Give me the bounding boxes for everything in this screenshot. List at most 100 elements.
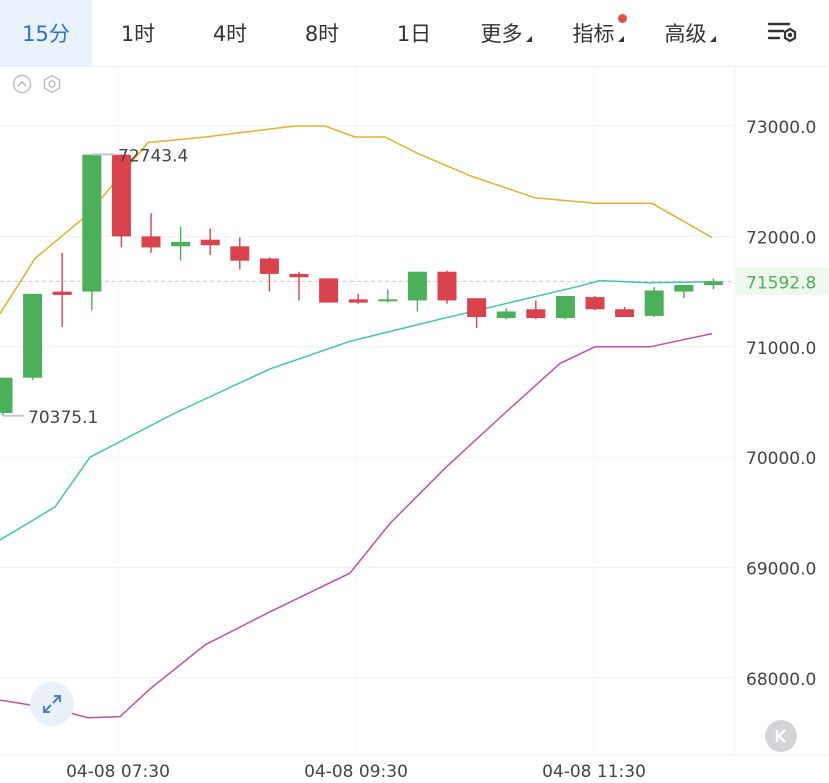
price-tick-label: 68000.0 bbox=[746, 670, 816, 690]
candle bbox=[585, 296, 605, 311]
candle bbox=[289, 271, 309, 301]
candle-body bbox=[141, 236, 161, 248]
current-price-label: 71592.8 bbox=[746, 273, 816, 293]
tab-indicators[interactable]: 指标 bbox=[552, 0, 644, 66]
tab-label: 指标 bbox=[572, 22, 615, 46]
candle-body bbox=[407, 271, 427, 301]
candle-body bbox=[615, 309, 635, 317]
candle-body bbox=[644, 290, 664, 316]
candle-body bbox=[171, 241, 191, 247]
time-tick-label: 04-08 07:30 bbox=[66, 762, 170, 782]
candle bbox=[141, 213, 161, 253]
dropdown-corner-icon bbox=[617, 36, 624, 42]
candle-body bbox=[348, 299, 368, 303]
notification-badge bbox=[618, 14, 627, 23]
candle-body bbox=[467, 298, 487, 317]
chevron-up-icon[interactable] bbox=[12, 74, 32, 94]
tab-label: 15分 bbox=[22, 22, 70, 46]
candle bbox=[467, 298, 487, 329]
dropdown-corner-icon bbox=[709, 36, 716, 42]
candle-body bbox=[230, 246, 250, 261]
tab-label: 更多 bbox=[480, 22, 523, 46]
candle-body bbox=[82, 154, 102, 292]
chart-settings-icon bbox=[767, 22, 797, 43]
candle bbox=[200, 228, 220, 256]
candle bbox=[674, 284, 694, 299]
skip-back-icon bbox=[775, 729, 786, 743]
price-tick-label: 72000.0 bbox=[746, 228, 816, 248]
candle-body bbox=[289, 273, 309, 278]
price-tick-label: 71000.0 bbox=[746, 339, 816, 359]
candle-body bbox=[526, 309, 546, 319]
candle-body bbox=[319, 278, 339, 303]
timeframe-tabbar: 15分 1时 4时 8时 1日 更多 指标 高级 bbox=[0, 0, 829, 67]
candlestick-chart[interactable]: 72743.4 70375.1 73000.0 72000.0 71000.0 7000… bbox=[0, 67, 829, 783]
scroll-to-latest-button[interactable] bbox=[765, 720, 797, 752]
candle bbox=[378, 289, 398, 303]
bollinger-bands bbox=[0, 125, 713, 719]
chart-grid bbox=[0, 67, 829, 756]
candle bbox=[407, 271, 427, 312]
tab-advanced[interactable]: 高级 bbox=[644, 0, 736, 66]
candle bbox=[52, 252, 72, 327]
candle-body bbox=[496, 311, 516, 319]
candle-body bbox=[200, 239, 220, 246]
tab-label: 1时 bbox=[120, 22, 156, 46]
price-tick-label: 70000.0 bbox=[746, 449, 816, 469]
tab-more[interactable]: 更多 bbox=[460, 0, 552, 66]
candle bbox=[644, 287, 664, 317]
candle bbox=[703, 278, 723, 290]
expand-chart-button[interactable] bbox=[30, 682, 74, 726]
candle-body bbox=[23, 293, 43, 378]
tab-label: 高级 bbox=[664, 22, 707, 46]
candle-body bbox=[585, 297, 605, 310]
hexagon-gear-icon[interactable] bbox=[42, 74, 62, 94]
candle bbox=[496, 308, 516, 320]
candle-body bbox=[111, 154, 131, 237]
expand-arrows-icon bbox=[43, 695, 61, 713]
tab-1h[interactable]: 1时 bbox=[92, 0, 184, 66]
lower-band-line bbox=[0, 332, 713, 719]
candles: 72743.4 70375.1 bbox=[0, 146, 723, 428]
tab-1d[interactable]: 1日 bbox=[368, 0, 460, 66]
candle-body bbox=[378, 299, 398, 302]
candle bbox=[319, 278, 339, 303]
time-tick-label: 04-08 09:30 bbox=[304, 762, 408, 782]
candle bbox=[23, 293, 43, 380]
current-price-tag bbox=[736, 267, 829, 296]
candle bbox=[82, 154, 102, 311]
candle bbox=[437, 270, 457, 304]
candle-body bbox=[0, 377, 13, 414]
candle bbox=[615, 307, 635, 317]
price-axis: 73000.0 72000.0 71000.0 70000.0 69000.0 68000… bbox=[736, 118, 829, 690]
candle-body bbox=[259, 258, 279, 274]
indicator-controls bbox=[12, 74, 62, 94]
upper-band-line bbox=[0, 125, 713, 315]
candle bbox=[111, 154, 131, 248]
middle-band-line bbox=[0, 279, 713, 541]
candle bbox=[555, 296, 575, 320]
candle-body bbox=[555, 296, 575, 319]
time-tick-label: 04-08 11:30 bbox=[542, 762, 646, 782]
price-tick-label: 73000.0 bbox=[746, 118, 816, 138]
candle bbox=[0, 377, 13, 416]
high-price-label: 72743.4 bbox=[118, 146, 188, 166]
tab-8h[interactable]: 8时 bbox=[276, 0, 368, 66]
tab-label: 1日 bbox=[396, 22, 432, 46]
candle bbox=[230, 237, 250, 270]
chart-settings-button[interactable] bbox=[767, 18, 801, 48]
price-tick-label: 69000.0 bbox=[746, 560, 816, 580]
candle bbox=[526, 300, 546, 320]
candle-body bbox=[674, 284, 694, 292]
dropdown-corner-icon bbox=[525, 36, 532, 42]
candle-body bbox=[437, 271, 457, 301]
candle bbox=[171, 226, 191, 261]
candle bbox=[259, 257, 279, 292]
tab-15min[interactable]: 15分 bbox=[0, 0, 92, 66]
low-price-label: 70375.1 bbox=[28, 408, 98, 428]
tab-label: 8时 bbox=[304, 22, 340, 46]
tab-4h[interactable]: 4时 bbox=[184, 0, 276, 66]
candle-body bbox=[52, 291, 72, 295]
time-axis: 04-08 07:30 04-08 09:30 04-08 11:30 bbox=[66, 762, 646, 782]
tab-label: 4时 bbox=[212, 22, 248, 46]
